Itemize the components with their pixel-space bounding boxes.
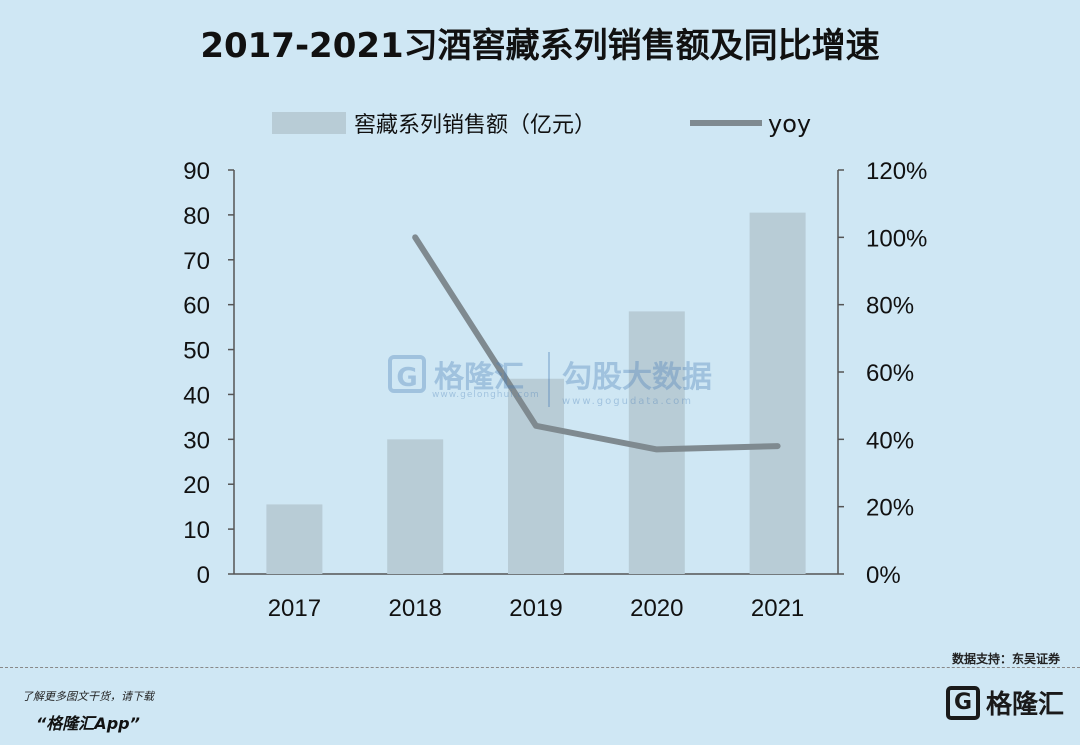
left-tick-label: 40 [183, 382, 210, 409]
brand-logo: G 格隆汇 [945, 684, 1064, 721]
axes: 0 10 20 30 40 50 60 70 80 90 0% 20% 40% 60% 80% 100% 120… [183, 158, 927, 622]
watermark-left-url: www.gelonghui.com [432, 390, 540, 400]
bar [628, 311, 685, 574]
chart-title: 2017-2021习酒窖藏系列销售额及同比增速 [200, 26, 880, 66]
x-tick-label: 2020 [630, 595, 683, 622]
legend-bar-label: 窖藏系列销售额（亿元） [354, 113, 596, 138]
left-tick-label: 60 [183, 293, 210, 320]
watermark-right-name: 勾股大数据 [562, 360, 712, 395]
gelonghui-logo-icon: G [388, 355, 426, 393]
watermark-right-url: www.gogudata.com [562, 396, 694, 407]
yoy-series [412, 234, 781, 453]
bar-series [266, 212, 806, 574]
footer-divider [0, 667, 1080, 668]
right-tick-label: 100% [866, 225, 927, 252]
promo-app-name: “格隆汇App” [36, 714, 140, 733]
gelonghui-brand-icon: G [945, 685, 980, 720]
watermark-gogudata: 勾股大数据 www.gogudata.com [548, 352, 712, 407]
x-tick-label: 2021 [751, 595, 804, 622]
left-tick-label: 70 [183, 248, 210, 275]
left-tick-label: 90 [183, 158, 210, 185]
legend-line-label: yoy [768, 110, 811, 138]
bar [508, 378, 564, 574]
bar [749, 212, 806, 574]
data-source: 数据支持：东吴证券 [951, 652, 1060, 666]
watermark-gelonghui: G 格隆汇 www.gelonghui.com [388, 352, 539, 400]
right-tick-label: 120% [866, 158, 927, 185]
brand-name: 格隆汇 [985, 690, 1064, 720]
left-tick-label: 0 [197, 562, 210, 589]
promo-text: 了解更多图文干货，请下载 [22, 690, 154, 703]
x-tick-label: 2019 [509, 595, 562, 622]
combo-chart: 窖藏系列销售额（亿元） yoy 0 10 20 30 40 50 60 70 80 90 0% 20%… [183, 110, 927, 622]
left-tick-label: 80 [183, 203, 210, 230]
legend-bar-swatch [272, 112, 346, 134]
bar [266, 504, 323, 574]
right-tick-label: 20% [866, 495, 914, 522]
left-tick-label: 30 [183, 427, 210, 454]
right-tick-label: 80% [866, 293, 914, 320]
left-tick-label: 50 [183, 338, 210, 365]
x-tick-label: 2017 [268, 595, 321, 622]
right-tick-label: 40% [866, 427, 914, 454]
right-tick-label: 60% [866, 360, 914, 387]
yoy-line [412, 234, 781, 453]
left-tick-label: 20 [183, 472, 210, 499]
legend: 窖藏系列销售额（亿元） yoy [272, 110, 811, 138]
bar [387, 439, 444, 574]
left-tick-label: 10 [183, 517, 210, 544]
right-tick-label: 0% [866, 562, 901, 589]
x-tick-label: 2018 [389, 595, 442, 622]
watermark-left-name: 格隆汇 [434, 360, 524, 395]
